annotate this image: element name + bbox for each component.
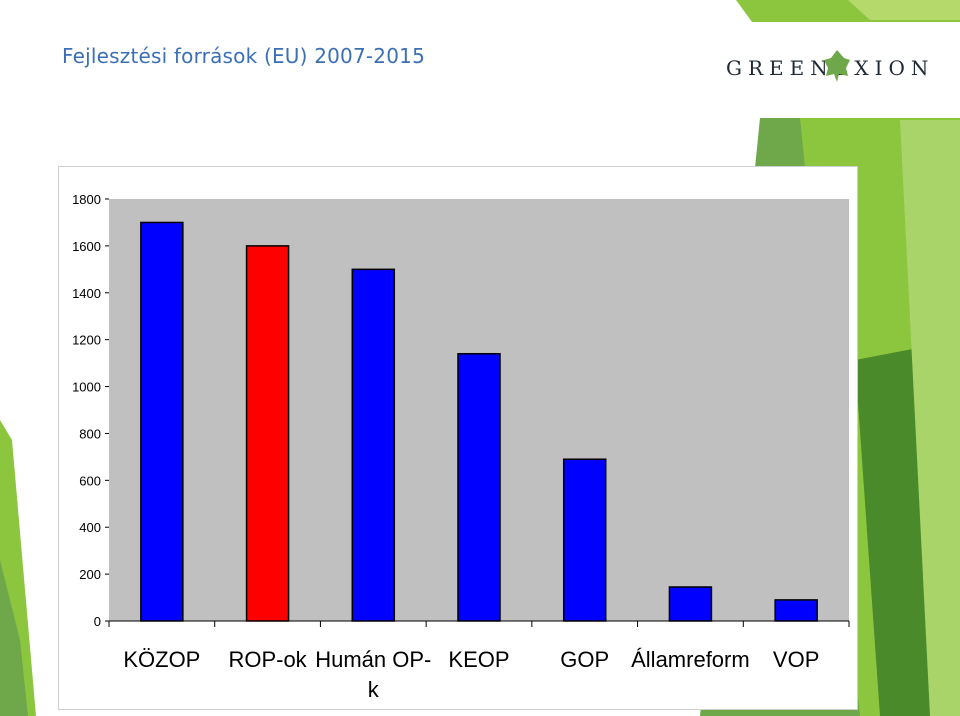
chart-frame: 0 200 400 600 800 1000 1200 1400 1600 1800 KÖZOP RO… [58,166,858,710]
bar-rop-ok [245,245,290,622]
bar-gop [562,458,607,622]
deco-stripe-top-light [848,0,960,20]
x-category-label: k [368,677,380,702]
x-category-label: ROP-ok [228,647,307,672]
greenexion-logo: GREENEXION [726,50,938,88]
y-tick-label: 600 [79,473,101,488]
bar-vop [774,599,818,622]
x-category-label: Humán OP- [315,647,431,672]
x-category-label: VOP [773,647,819,672]
y-tick-label: 0 [94,614,101,629]
bar-keop [457,352,501,622]
y-tick-label: 1400 [72,286,101,301]
leaf-icon [824,50,850,82]
x-category-label: KEOP [448,647,509,672]
bar-humán-op-k [351,268,396,622]
y-tick-label: 1600 [72,239,101,254]
y-tick-label: 1800 [72,192,101,207]
y-tick-label: 1000 [72,380,101,395]
y-tick-label: 200 [79,567,101,582]
bar-közop [140,221,184,622]
bar-államreform [668,586,713,622]
y-tick-label: 800 [79,426,101,441]
deco-green-stripe [900,120,960,716]
x-category-label: KÖZOP [123,647,200,672]
x-category-label: Államreform [631,647,750,672]
bar-chart: 0 200 400 600 800 1000 1200 1400 1600 1800 KÖZOP RO… [72,192,850,702]
x-category-label: GOP [560,647,609,672]
y-tick-label: 400 [79,520,101,535]
slide-title: Fejlesztési források (EU) 2007-2015 [62,44,426,68]
y-tick-label: 1200 [72,333,101,348]
deco-green-left-dark [0,560,28,716]
